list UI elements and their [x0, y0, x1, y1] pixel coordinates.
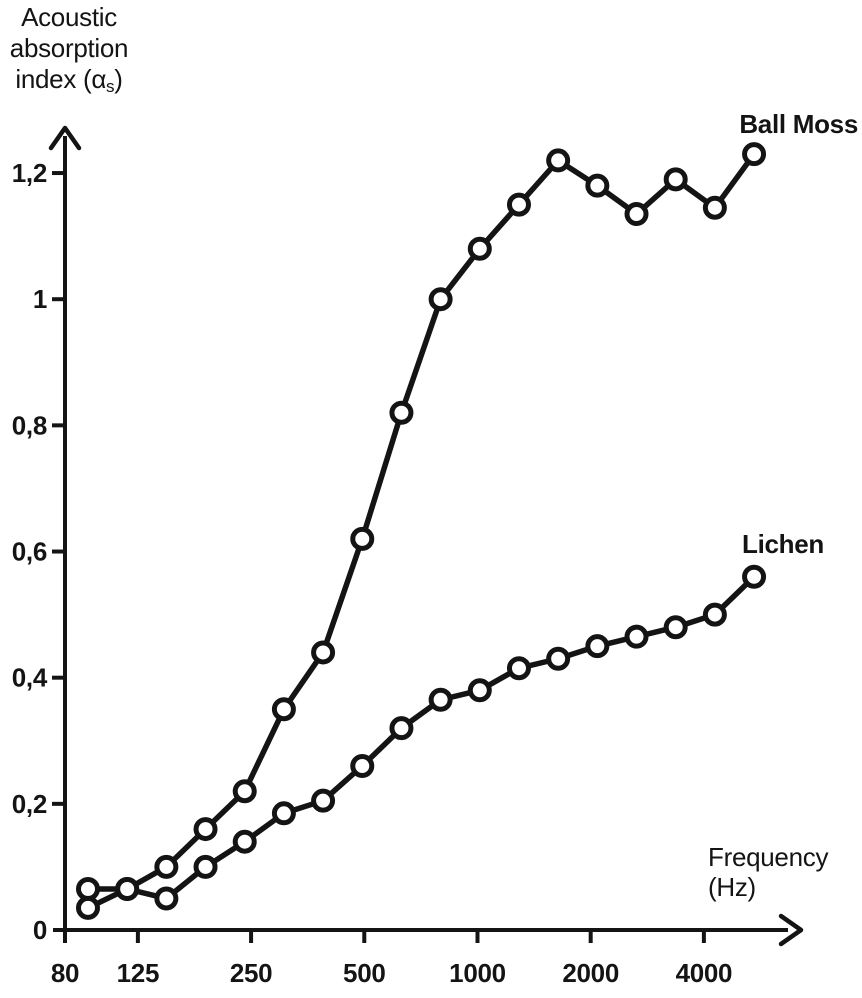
- data-point-marker-ball-moss: [232, 779, 257, 804]
- data-point-marker-lichen: [350, 753, 375, 778]
- y-tick-label: 1,2: [12, 158, 47, 188]
- y-axis-arrow-icon: [48, 125, 82, 151]
- x-axis-title: Frequency (Hz): [708, 842, 828, 902]
- data-point-marker-ball-moss: [702, 195, 727, 220]
- y-axis-title: Acoustic absorption index (αs): [0, 2, 138, 98]
- data-point-marker-ball-moss: [467, 236, 492, 261]
- data-point-marker-lichen: [389, 716, 414, 741]
- data-point-marker-ball-moss: [663, 167, 688, 192]
- y-tick-label: 1: [33, 284, 47, 314]
- data-point-marker-ball-moss: [585, 173, 610, 198]
- data-point-marker-ball-moss: [428, 287, 453, 312]
- data-point-marker-ball-moss: [193, 817, 218, 842]
- y-axis-title-line-1: Acoustic: [21, 2, 117, 32]
- data-point-marker-ball-moss: [506, 192, 531, 217]
- data-point-marker-lichen: [154, 886, 179, 911]
- data-point-marker-lichen: [624, 624, 649, 649]
- y-tick-label: 0,6: [12, 537, 47, 567]
- data-point-marker-lichen: [232, 829, 257, 854]
- data-point-marker-lichen: [271, 801, 296, 826]
- y-axis-title-close-paren: ): [114, 64, 123, 94]
- data-point-marker-ball-moss: [624, 202, 649, 227]
- y-tick-label: 0: [33, 915, 47, 945]
- y-axis-title-line-3: index (αs): [0, 64, 138, 98]
- data-point-marker-lichen: [467, 678, 492, 703]
- data-point-marker-ball-moss: [389, 400, 414, 425]
- y-tick-label: 0,8: [12, 410, 47, 440]
- y-axis-title-line-2: absorption: [9, 33, 129, 63]
- data-point-marker-lichen: [742, 564, 767, 589]
- data-point-marker-lichen: [663, 615, 688, 640]
- data-point-marker-lichen: [311, 788, 336, 813]
- y-tick-label: 0,2: [12, 789, 47, 819]
- series-line-lichen: [85, 574, 757, 911]
- x-tick-label: 4000: [676, 958, 733, 988]
- data-point-marker-ball-moss: [154, 854, 179, 879]
- x-tick-label: 1000: [449, 958, 506, 988]
- data-point-marker-lichen: [506, 656, 531, 681]
- data-point-marker-ball-moss: [546, 148, 571, 173]
- x-tick-label: 250: [230, 958, 272, 988]
- data-point-marker-lichen: [428, 687, 453, 712]
- y-axis-title-alpha: index (α: [15, 64, 107, 94]
- series-label-ball-moss: Ball Moss: [739, 109, 858, 139]
- x-tick-label: 500: [343, 958, 385, 988]
- y-axis-title-subscript: s: [106, 77, 115, 96]
- data-point-marker-lichen: [585, 634, 610, 659]
- data-point-marker-lichen: [702, 602, 727, 627]
- x-axis-title-line-1: Frequency: [708, 842, 829, 872]
- x-tick-label: 2000: [562, 958, 619, 988]
- data-point-marker-ball-moss: [271, 697, 296, 722]
- data-point-marker-ball-moss: [742, 142, 767, 167]
- data-point-marker-ball-moss: [76, 876, 100, 901]
- data-point-marker-lichen: [546, 646, 571, 671]
- data-point-marker-ball-moss: [350, 526, 375, 551]
- data-point-marker-lichen: [115, 876, 140, 901]
- series-line-ball-moss: [85, 151, 757, 892]
- x-tick-label: 80: [51, 958, 79, 988]
- x-axis-arrow-icon: [778, 913, 804, 947]
- y-tick-label: 0,4: [12, 663, 48, 693]
- x-axis-title-line-2: (Hz): [708, 872, 756, 902]
- series-label-lichen: Lichen: [742, 529, 824, 559]
- data-point-marker-ball-moss: [311, 640, 336, 665]
- data-point-marker-lichen: [193, 854, 218, 879]
- data-point-marker-lichen: [76, 895, 100, 920]
- x-tick-label: 125: [117, 958, 159, 988]
